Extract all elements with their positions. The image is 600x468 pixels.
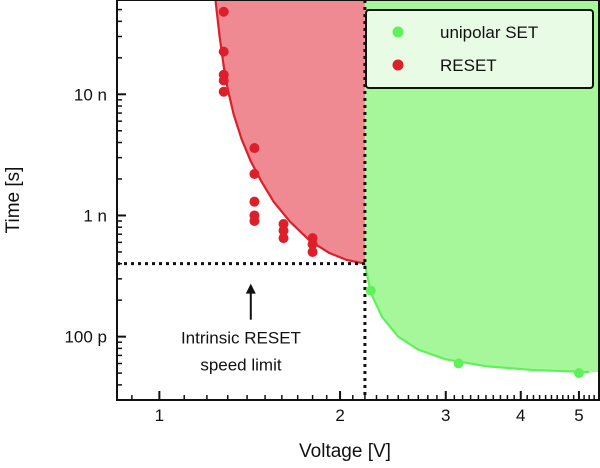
speed-limit-annotation: Intrinsic RESET speed limit xyxy=(181,283,301,375)
legend-marker-unipolar-set xyxy=(392,26,404,38)
y-axis-ticks: 100 p 1 n 10 n xyxy=(64,8,126,401)
legend-box xyxy=(365,9,594,89)
data-point-unipolar-set xyxy=(453,358,464,369)
shaded-regions xyxy=(215,0,599,373)
data-point-reset xyxy=(249,196,260,207)
region-unipolar-set xyxy=(364,0,599,373)
y-tick-label: 10 n xyxy=(74,85,107,104)
legend: unipolar SET RESET xyxy=(365,9,594,89)
annotation-line-2: speed limit xyxy=(200,356,282,375)
data-point-reset xyxy=(218,86,229,97)
data-point-reset xyxy=(218,46,229,57)
y-tick-label: 1 n xyxy=(83,206,107,225)
data-point-unipolar-set xyxy=(365,285,376,296)
data-point-reset xyxy=(249,168,260,179)
fit-curve-unipolar-set xyxy=(363,263,590,374)
data-point-reset xyxy=(249,143,260,154)
annotation-line-1: Intrinsic RESET xyxy=(181,329,301,348)
legend-marker-reset xyxy=(392,59,404,71)
annotation-arrow-head xyxy=(245,283,256,294)
data-point-reset xyxy=(249,216,260,227)
x-tick-label: 5 xyxy=(574,406,583,425)
x-tick-label: 3 xyxy=(441,406,450,425)
data-point-reset xyxy=(307,246,318,257)
x-tick-label: 1 xyxy=(155,406,164,425)
x-tick-label: 2 xyxy=(335,406,344,425)
data-point-reset xyxy=(278,225,289,236)
data-point-reset xyxy=(278,233,289,244)
data-points xyxy=(218,6,584,379)
region-reset xyxy=(215,0,365,264)
plot-frame xyxy=(116,0,600,401)
data-point-unipolar-set xyxy=(573,368,584,379)
legend-label-unipolar-set: unipolar SET xyxy=(440,23,538,42)
data-point-reset xyxy=(307,239,318,250)
y-tick-label: 100 p xyxy=(64,328,107,347)
y-axis-title: Time [s] xyxy=(3,167,24,234)
data-point-reset xyxy=(218,75,229,86)
x-tick-label: 4 xyxy=(516,406,525,425)
data-point-reset xyxy=(218,6,229,17)
x-axis-title: Voltage [V] xyxy=(299,441,391,462)
x-axis-ticks: 1 2 3 4 5 xyxy=(131,391,595,425)
legend-label-reset: RESET xyxy=(440,56,497,75)
